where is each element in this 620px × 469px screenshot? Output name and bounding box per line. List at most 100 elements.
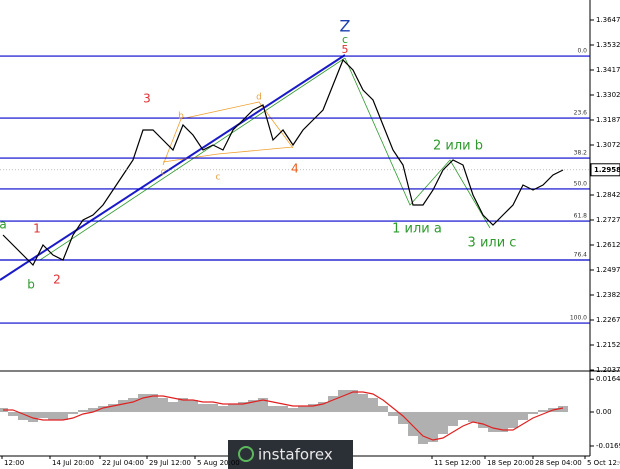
y-tick-label: 1.2612 [596,241,620,249]
osc-bar [558,406,568,412]
osc-bar [538,410,548,412]
osc-bar [278,406,288,412]
x-tick-label: 5 Aug 20:00 [197,459,240,467]
wave-label: 5 [342,43,349,56]
osc-bar [498,412,508,432]
wave-label: a [0,218,7,232]
osc-bar [118,400,128,412]
wave-label: c [216,173,221,183]
fib-label: 50.0 [574,180,588,187]
osc-bar [148,394,158,412]
y-tick-label: 1.2727 [596,216,620,224]
y-tick-label: 1.2267 [596,316,620,324]
wave-label: 1 или a [392,222,442,237]
watermark-icon [238,446,254,462]
osc-bar [248,400,258,412]
y-tick-label: 1.3302 [596,91,620,99]
osc-bar [218,406,228,412]
osc-bar [448,412,458,426]
osc-bar [398,412,408,424]
fib-label: 61.8 [574,213,588,220]
x-tick-label: 12:00 [4,459,24,467]
osc-bar [208,404,218,412]
trend-line [0,54,346,281]
osc-bar [18,412,28,420]
y-tick-label: 1.2842 [596,191,620,199]
osc-bar [348,390,358,412]
osc-bar [128,398,138,412]
signal-line [3,391,564,441]
osc-tick-label: 0.0164 [596,375,620,383]
osc-tick-label: -0.01699 [596,442,620,450]
osc-bar [458,412,468,420]
x-tick-label: 22 Jul 04:00 [102,459,144,467]
fib-label: 23.6 [574,110,588,117]
wave-label: Z [340,17,351,36]
watermark-box [228,440,353,469]
y-tick-label: 1.3532 [596,41,620,49]
osc-bar [368,398,378,412]
x-tick-label: 18 Sep 20:00 [487,459,534,467]
osc-bar [88,408,98,412]
y-tick-label: 1.2152 [596,341,620,349]
wave-label: 1 [33,222,41,236]
osc-bar [48,412,58,420]
wave-label: 3 или c [468,236,517,251]
osc-bar [258,398,268,412]
osc-bar [138,394,148,412]
osc-bar [68,412,78,414]
x-tick-label: 5 Oct 12:00 [587,459,620,467]
osc-bar [268,406,278,412]
osc-bar [238,402,248,412]
main-panel: 1.3647 1.3532 1.3417 1.3302 1.3187 1.3072 1.28… [0,16,620,374]
fib-label: 0.0 [577,48,587,55]
y-tick-label: 1.3072 [596,141,620,149]
wave-label: b [27,278,35,292]
osc-bar [468,412,478,422]
triangle-line [162,146,294,163]
wave-label: c [342,33,348,46]
osc-bar [488,412,498,432]
watermark: instaforex [258,446,333,464]
osc-bar [408,412,418,436]
osc-tick-label: 0.00 [596,408,612,416]
trend-line [39,57,346,261]
osc-bar [58,412,68,420]
x-tick-label: 29 Jul 12:00 [149,459,191,467]
current-price-label: 1.2958 [594,166,620,174]
y-tick-label: 1.3647 [596,16,620,24]
osc-bar [288,408,298,412]
y-tick-label: 1.2037 [596,366,620,374]
osc-bar [478,412,488,428]
osc-bar [418,412,428,444]
osc-bar [428,412,438,442]
wave-label: c [161,168,166,178]
osc-bar [328,396,338,412]
y-tick-label: 1.3417 [596,66,620,74]
osc-bar [8,412,18,416]
osc-bar [108,404,118,412]
osc-bar [78,410,88,412]
osc-bar [38,412,48,418]
wave-label: 2 [53,273,61,287]
osc-bar [188,400,198,412]
osc-bar [178,398,188,412]
oscillator-panel: 0.0164 0.00 -0.01699 [0,375,620,450]
osc-bar [318,402,328,412]
y-tick-label: 1.2382 [596,291,620,299]
x-tick-label: 14 Jul 20:00 [52,459,94,467]
wave-line [344,57,491,229]
wave-label: 4 [291,162,299,176]
osc-bar [528,412,538,414]
wave-label: b [178,112,184,122]
wave-label: d [256,93,262,103]
fib-label: 38.2 [574,150,588,157]
wave-label: 3 [143,92,151,106]
osc-bar [378,406,388,412]
osc-bar [228,404,238,412]
osc-bar [28,412,38,422]
osc-bar [158,398,168,412]
price-line [2,58,564,267]
